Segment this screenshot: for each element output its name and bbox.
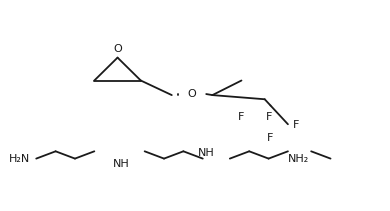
Text: NH₂: NH₂ <box>288 154 309 164</box>
Text: NH: NH <box>198 148 215 158</box>
Text: F: F <box>238 112 245 122</box>
Text: H₂N: H₂N <box>9 154 30 164</box>
Text: O: O <box>113 44 122 54</box>
Text: F: F <box>292 120 299 130</box>
Text: NH: NH <box>113 159 130 169</box>
Text: F: F <box>265 112 272 122</box>
Text: O: O <box>188 89 196 99</box>
Text: F: F <box>267 133 274 143</box>
